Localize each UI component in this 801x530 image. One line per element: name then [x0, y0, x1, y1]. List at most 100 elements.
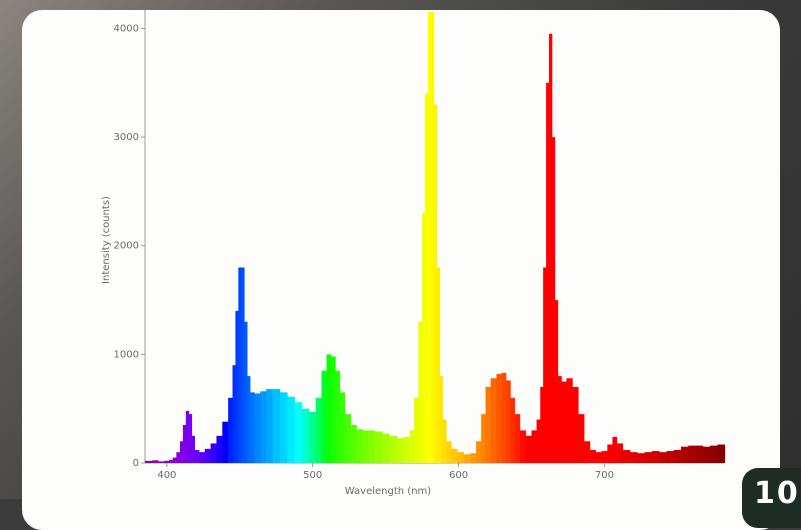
- spectrum-bar: [502, 373, 507, 463]
- spectrum-bar: [645, 452, 653, 463]
- spectrum-bar: [486, 387, 492, 463]
- spectrum-bar: [199, 452, 205, 463]
- x-tick-label: 700: [595, 470, 614, 481]
- spectrum-bar: [422, 213, 425, 463]
- spectrum-bar: [506, 380, 511, 463]
- spectrum-bar: [247, 376, 250, 463]
- spectrum-bar: [681, 447, 689, 463]
- spectrum-bar: [186, 411, 189, 463]
- spectrum-bar: [222, 422, 228, 463]
- spectrum-bar: [254, 393, 260, 463]
- spectrum-bar: [309, 412, 316, 463]
- spectrum-bar: [540, 387, 543, 463]
- spectrum-bar: [476, 441, 482, 463]
- spectrum-bar: [566, 378, 572, 463]
- page-badge: 10: [742, 468, 801, 528]
- spectrum-bar: [601, 451, 607, 463]
- x-tick-label: 400: [157, 470, 176, 481]
- spectrum-bar: [561, 382, 567, 463]
- spectrum-bar: [241, 267, 244, 463]
- spectrum-bar: [260, 391, 266, 463]
- spectrum-bar: [558, 376, 562, 463]
- spectrum-bar: [470, 453, 476, 463]
- spectrum-bar: [425, 94, 428, 463]
- spectrum-bar: [710, 446, 718, 463]
- spectrum-bar: [491, 378, 497, 463]
- spectrum-bar: [195, 450, 200, 463]
- y-tick-label: 4000: [114, 23, 139, 34]
- spectrum-bar: [302, 409, 310, 463]
- spectrum-bar: [612, 437, 617, 463]
- spectrum-bar: [674, 450, 682, 463]
- spectrum-bar: [368, 430, 375, 463]
- spectrum-bar: [451, 449, 457, 463]
- spectrum-bar: [688, 446, 696, 463]
- x-axis-label: Wavelength (nm): [345, 486, 431, 497]
- spectrum-bar: [164, 461, 170, 463]
- spectrum-bar: [280, 392, 288, 463]
- y-tick-label: 3000: [114, 132, 139, 143]
- spectrum-bar: [287, 397, 295, 463]
- spectrum-bar: [335, 371, 340, 463]
- y-tick-label: 0: [133, 458, 139, 469]
- spectrum-bar: [617, 443, 623, 463]
- spectrum-bar: [443, 420, 447, 463]
- spectrum-bar: [520, 430, 526, 463]
- spectrum-bar: [158, 461, 164, 463]
- spectrum-bar: [531, 430, 537, 463]
- spectrum-bar: [607, 445, 613, 463]
- spectrum-bar: [515, 414, 521, 463]
- spectrum-bar: [431, 12, 434, 463]
- spectrum-bar: [464, 454, 471, 463]
- spectrum-bar: [623, 450, 631, 463]
- spectrum-bar: [543, 267, 546, 463]
- spectrum-bar: [659, 452, 667, 463]
- spectrum-bar: [696, 446, 704, 463]
- spectrum-bar: [228, 398, 233, 463]
- spectrum-bar: [596, 452, 602, 463]
- spectrum-bar: [238, 267, 241, 463]
- page: {"chart_data": {"type": "spectrum", "x_l…: [0, 0, 801, 499]
- spectrum-bar: [273, 389, 281, 463]
- spectrum-bar: [546, 83, 549, 463]
- spectrum-bar: [703, 447, 711, 463]
- y-tick-label: 2000: [114, 241, 139, 252]
- x-tick-label: 500: [303, 470, 322, 481]
- spectrum-bar: [152, 460, 158, 463]
- spectrum-bar: [321, 371, 327, 463]
- spectrum-bar: [176, 452, 180, 463]
- spectrum-bar: [652, 451, 660, 463]
- spectrum-bar: [327, 354, 332, 463]
- spectrum-bar: [440, 376, 443, 463]
- spectrum-bar: [549, 34, 552, 463]
- spectrum-bar: [356, 429, 362, 463]
- spectrum-bar: [414, 398, 419, 463]
- spectrum-bar: [216, 436, 222, 463]
- spectrum-bar: [351, 425, 357, 463]
- spectrum-bar: [189, 414, 192, 463]
- spectrum-bar: [428, 12, 431, 463]
- spectrum-bar: [211, 443, 217, 463]
- spectrum-bar: [331, 357, 336, 463]
- spectrum-bar: [294, 402, 302, 463]
- spectrum-bar: [496, 374, 502, 463]
- spectrum-bar: [552, 137, 555, 463]
- spectrum-bar: [666, 451, 674, 463]
- spectrum-bar: [572, 387, 578, 463]
- spectrum-bar: [481, 414, 486, 463]
- spectrum-bar: [526, 436, 532, 463]
- spectrum-bar: [205, 449, 211, 463]
- x-tick-label: 600: [449, 470, 468, 481]
- spectrum-bar: [362, 430, 368, 463]
- spectrum-bar: [404, 437, 410, 463]
- spectrum-bar: [584, 441, 590, 463]
- spectrum-bar: [446, 441, 452, 463]
- spectrum-bar: [169, 460, 173, 463]
- spectrum-bar: [192, 436, 195, 463]
- y-tick-label: 1000: [114, 349, 139, 360]
- spectrum-bar: [434, 105, 437, 463]
- spectrum-bar: [233, 365, 236, 463]
- spectrum-bar: [235, 311, 238, 463]
- spectrum-bar: [173, 458, 177, 463]
- spectrum-bar: [375, 431, 383, 463]
